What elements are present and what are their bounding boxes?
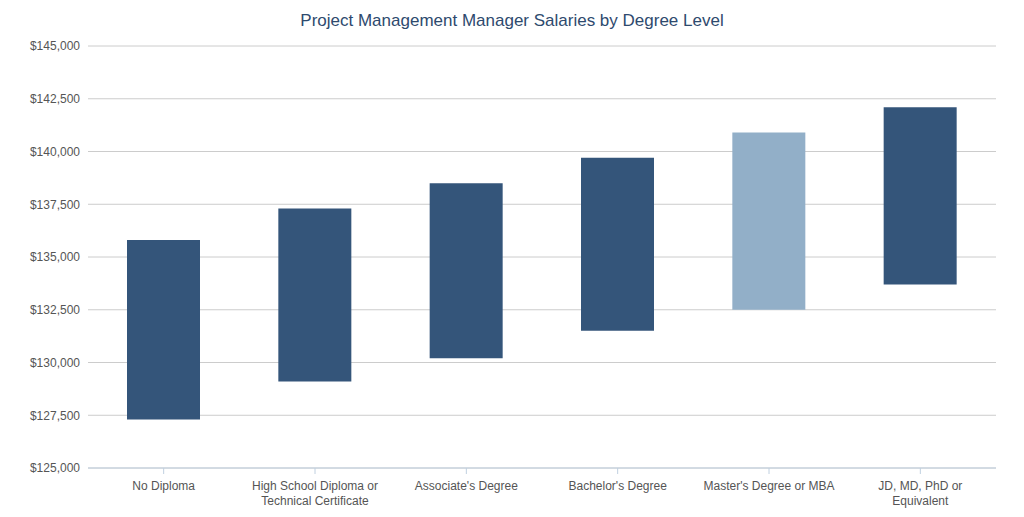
svg-text:$135,000: $135,000 — [30, 250, 80, 264]
svg-text:JD, MD, PhD orEquivalent: JD, MD, PhD orEquivalent — [878, 479, 962, 508]
svg-text:$145,000: $145,000 — [30, 39, 80, 53]
svg-text:$140,000: $140,000 — [30, 145, 80, 159]
svg-text:Associate's Degree: Associate's Degree — [415, 479, 518, 493]
svg-text:$127,500: $127,500 — [30, 409, 80, 423]
html-text:Project Management Manager Sal: Project Management Manager Salaries by D… — [300, 11, 724, 30]
svg-text:$125,000: $125,000 — [30, 461, 80, 475]
svg-text:$132,500: $132,500 — [30, 303, 80, 317]
svg-text:No Diploma: No Diploma — [132, 479, 195, 493]
svg-text:$130,000: $130,000 — [30, 356, 80, 370]
svg-text:High School Diploma orTechnica: High School Diploma orTechnical Certific… — [252, 479, 378, 508]
svg-text:$142,500: $142,500 — [30, 92, 80, 106]
svg-text:Bachelor's Degree: Bachelor's Degree — [568, 479, 667, 493]
svg-text:Master's Degree or MBA: Master's Degree or MBA — [704, 479, 835, 493]
svg-text:$137,500: $137,500 — [30, 198, 80, 212]
